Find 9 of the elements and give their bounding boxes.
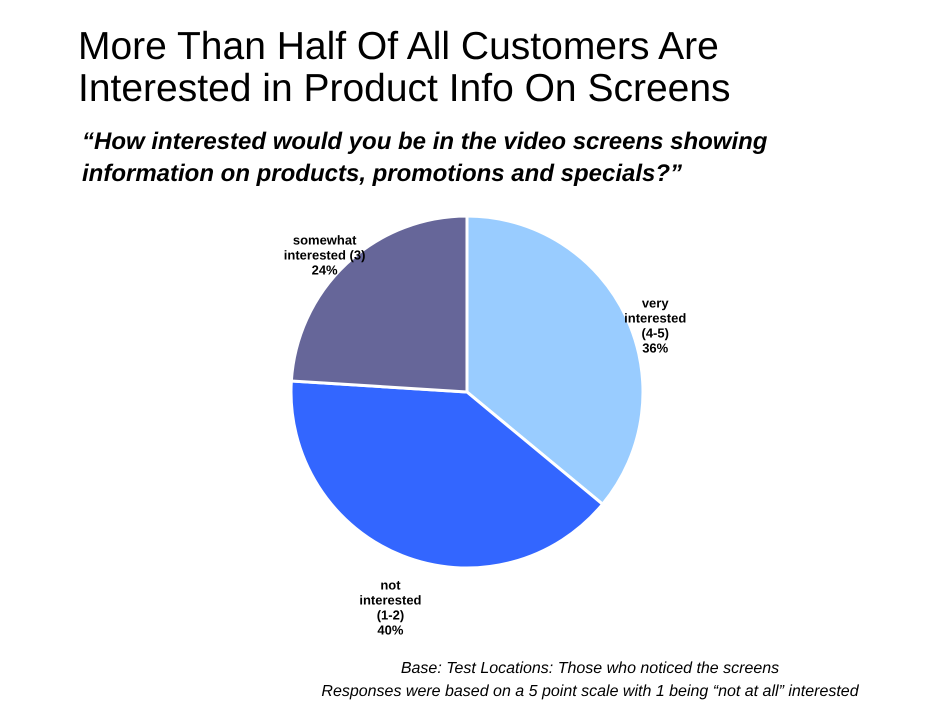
data-label: 36%: [642, 340, 669, 356]
data-label: 40%: [377, 622, 404, 638]
chart-title: More Than Half Of All Customers Are Interested in Product Info On Screens: [78, 25, 731, 110]
data-label: 24%: [312, 262, 338, 278]
slice-label: not interested (1-2): [359, 577, 422, 622]
text: Base: Test Locations: Those who noticed the screens: [400, 660, 780, 677]
slice-label: very interested (4-5): [624, 295, 686, 340]
chart-subtitle: “How interested would you be in the video screens showing information on products, promotions and specials?”: [82, 128, 768, 187]
text: Responses were based on a 5 point scale with 1 being “not at all” interested: [321, 683, 860, 700]
